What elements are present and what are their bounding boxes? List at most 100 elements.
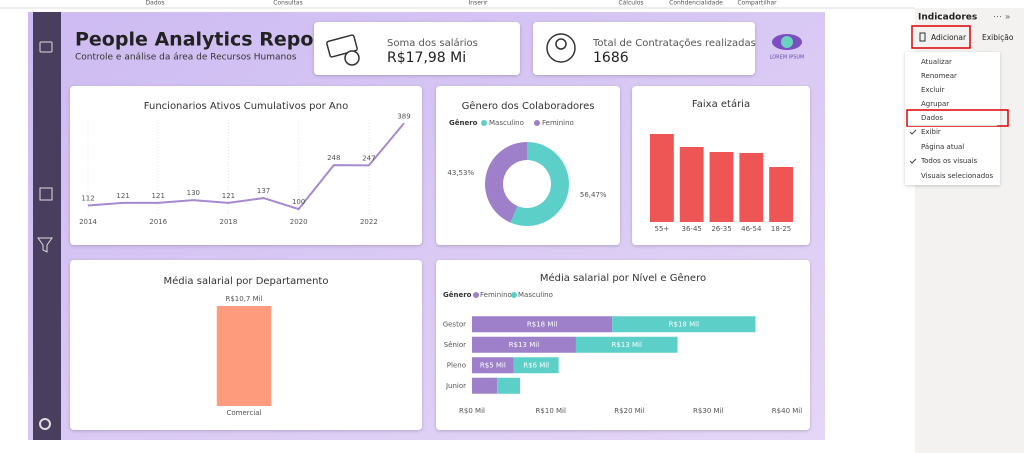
bar-segment [513, 357, 559, 374]
data-label: R$18 Mil [669, 320, 699, 328]
pane-title: Indicadores [918, 13, 977, 23]
data-label: 121 [152, 192, 165, 200]
nav-icon-table[interactable] [39, 187, 53, 201]
nav-icon-settings[interactable] [39, 418, 51, 430]
y-tick-label: Junior [445, 382, 466, 390]
bar [709, 152, 734, 222]
data-label: 247 [362, 154, 375, 162]
chart-title: Funcionarios Ativos Cumulativos por Ano [144, 101, 348, 112]
legend-title: Gênero [449, 119, 478, 127]
bar-segment [612, 316, 756, 333]
chart-title: Média salarial por Nível e Gênero [540, 272, 706, 284]
line-series [87, 122, 405, 211]
x-tick-label: 46-54 [741, 225, 762, 233]
bar [216, 306, 272, 406]
x-tick-label: R$30 Mil [693, 407, 723, 415]
ribbon-group-label: Consultas [273, 0, 302, 7]
kpi-icon-person [555, 38, 567, 50]
nav-icon-filter[interactable] [37, 237, 53, 253]
logo-text: LOREM IPSUM [770, 55, 805, 61]
data-label: R$13 Mil [612, 341, 642, 349]
data-label: 130 [187, 189, 200, 197]
data-label: 137 [257, 187, 270, 195]
kpi-icon-money [326, 34, 358, 58]
ribbon [0, 0, 915, 8]
view-button[interactable]: Exibição [982, 33, 1014, 42]
data-label: 389 [397, 112, 410, 120]
chart-card [70, 86, 422, 245]
data-label: R$18 Mil [527, 320, 557, 328]
x-tick-label: 2022 [360, 218, 378, 226]
nav-icon-home[interactable] [39, 41, 53, 53]
bar-segment [575, 336, 678, 353]
x-tick-label: 2020 [290, 218, 308, 226]
legend-label: Masculino [489, 119, 524, 127]
menu-item[interactable]: Dados [921, 114, 943, 122]
x-tick-label: 2018 [220, 218, 238, 226]
data-label: R$10,7 Mil [225, 295, 262, 303]
kpi-icon-coin [344, 50, 360, 66]
x-tick-label: 18-25 [771, 225, 791, 233]
kpi-label: Total de Contratações realizadas [592, 38, 756, 49]
bar [769, 167, 794, 222]
data-label: 248 [327, 154, 340, 162]
x-tick-label: 55+ [655, 225, 670, 233]
legend-label: Feminino [542, 119, 574, 127]
ribbon-group-label: Inserir [469, 0, 489, 7]
data-label: 121 [116, 192, 129, 200]
x-tick-label: 26-35 [711, 225, 731, 233]
y-tick-label: Gestor [443, 320, 466, 328]
data-label: R$13 Mil [509, 341, 539, 349]
x-tick-label: 2016 [149, 218, 167, 226]
x-tick-label: 2014 [79, 218, 97, 226]
pane-icons[interactable]: ⋯ » [993, 13, 1010, 23]
kpi-card [314, 22, 520, 75]
y-tick-label: Sênior [444, 341, 466, 349]
bar [649, 134, 674, 222]
bar-segment [472, 357, 514, 374]
check-mark [909, 129, 917, 135]
legend-swatch [534, 120, 540, 126]
kpi-label: Soma dos salários [387, 37, 478, 49]
bar-segment [472, 377, 498, 394]
x-tick-label: R$20 Mil [614, 407, 644, 415]
bar-segment [497, 377, 521, 394]
legend-swatch [473, 292, 479, 298]
menu-item[interactable]: Excluir [921, 86, 945, 94]
add-button[interactable]: Adicionar [931, 33, 967, 42]
menu-item[interactable]: Visuais selecionados [921, 172, 994, 180]
highlight-box [911, 25, 971, 49]
y-tick-label: Pleno [447, 361, 466, 369]
chart-title: Gênero dos Colaboradores [462, 100, 595, 112]
menu-item[interactable]: Exibir [921, 128, 941, 136]
data-label: 112 [81, 195, 94, 203]
bar [679, 147, 704, 222]
x-tick-label: R$10 Mil [536, 407, 566, 415]
kpi-icon-hire [546, 33, 576, 63]
x-tick-label: 36-45 [682, 225, 702, 233]
chart-title: Média salarial por Departamento [164, 275, 329, 287]
legend-swatch [511, 292, 517, 298]
menu-item[interactable]: Atualizar [921, 58, 952, 66]
bar-segment [472, 316, 613, 333]
data-label: R$6 Mil [523, 361, 549, 369]
legend-label: Feminino [480, 291, 512, 299]
ribbon-group-label: Cálculos [618, 0, 643, 7]
menu-item[interactable]: Todos os visuais [920, 157, 978, 165]
charts: Funcionarios Ativos Cumulativos por Ano 2… [79, 98, 802, 417]
data-label: 100 [292, 198, 305, 206]
ribbon-group-label: Confidencialidade [669, 0, 723, 7]
check-mark [909, 158, 917, 164]
menu-item[interactable]: Página atual [921, 143, 964, 151]
chart-card [436, 86, 620, 245]
menu-item[interactable]: Renomear [921, 72, 957, 80]
donut-slice [485, 142, 527, 223]
kpi-card [533, 22, 755, 75]
kpi-value: 1686 [593, 50, 629, 66]
bar-segment [472, 336, 576, 353]
menu-item[interactable]: Agrupar [921, 100, 949, 108]
context-menu [905, 52, 1000, 185]
kpi-value: R$17,98 Mi [387, 50, 466, 66]
donut-slice [510, 142, 570, 226]
